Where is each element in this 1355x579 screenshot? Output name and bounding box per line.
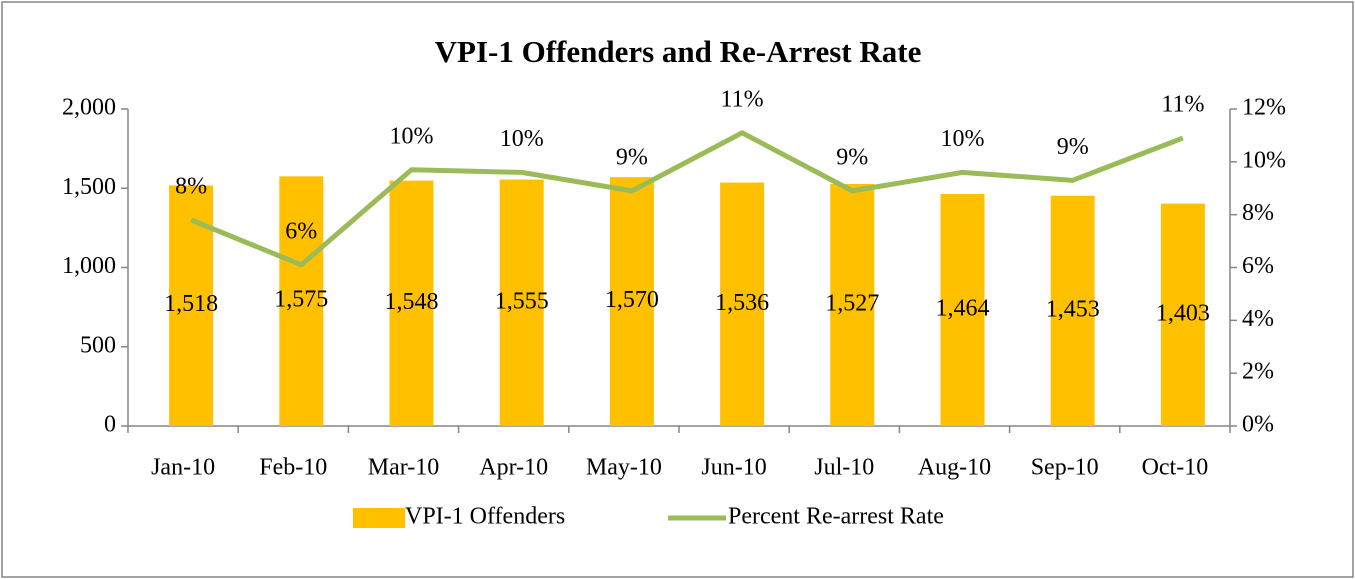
y2-tick-label: 10% bbox=[1242, 147, 1286, 173]
line bbox=[190, 130, 1184, 268]
bar bbox=[389, 180, 434, 426]
legend-label: Percent Re-arrest Rate bbox=[728, 504, 944, 530]
line-value-label: 8% bbox=[175, 173, 207, 199]
y2-tick-label: 8% bbox=[1242, 200, 1274, 226]
bar bbox=[720, 182, 765, 426]
x-tick-label: Sep-10 bbox=[1031, 455, 1099, 481]
bar bbox=[499, 179, 544, 426]
x-tick-label: Jul-10 bbox=[814, 455, 874, 481]
bar-value-label: 1,527 bbox=[825, 290, 879, 316]
chart-title: VPI-1 Offenders and Re-Arrest Rate bbox=[435, 34, 922, 69]
x-tick-label: Feb-10 bbox=[259, 455, 327, 481]
x-tick-label: Mar-10 bbox=[368, 455, 440, 481]
bar bbox=[279, 176, 324, 426]
x-tick-label: Aug-10 bbox=[918, 455, 991, 481]
y2-tick-label: 2% bbox=[1242, 359, 1274, 385]
y-tick-label: 2,000 bbox=[62, 95, 116, 121]
line-value-label: 9% bbox=[1057, 134, 1089, 160]
line-value-label: 10% bbox=[941, 126, 985, 152]
bar-value-label: 1,570 bbox=[605, 287, 659, 313]
x-tick-label: Apr-10 bbox=[479, 455, 548, 481]
x-tick-label: Oct-10 bbox=[1142, 455, 1209, 481]
line-value-label: 11% bbox=[1161, 92, 1204, 118]
y-tick-label: 0 bbox=[104, 412, 116, 438]
x-tick-label: Jan-10 bbox=[151, 455, 215, 481]
y-tick-label: 500 bbox=[80, 332, 116, 358]
legend-swatch bbox=[353, 508, 405, 528]
line-value-label: 6% bbox=[285, 218, 317, 244]
legend-label: VPI-1 Offenders bbox=[405, 504, 565, 530]
bar bbox=[940, 193, 985, 426]
y-tick-label: 1,000 bbox=[62, 253, 116, 279]
bar bbox=[1050, 195, 1095, 426]
y2-tick-label: 4% bbox=[1242, 306, 1274, 332]
bar-value-label: 1,453 bbox=[1046, 296, 1100, 322]
line-value-label: 9% bbox=[836, 144, 868, 170]
y2-tick-label: 6% bbox=[1242, 253, 1274, 279]
line-value-label: 10% bbox=[500, 126, 544, 152]
line-value-label: 9% bbox=[616, 144, 648, 170]
bar-value-label: 1,555 bbox=[495, 288, 549, 314]
bar bbox=[1160, 203, 1205, 426]
bar-value-label: 1,464 bbox=[936, 295, 990, 321]
y2-tick-label: 0% bbox=[1242, 412, 1274, 438]
bar-value-label: 1,403 bbox=[1156, 300, 1210, 326]
line-value-label: 11% bbox=[721, 86, 764, 112]
y-tick-label: 1,500 bbox=[62, 174, 116, 200]
bar-value-label: 1,575 bbox=[274, 287, 328, 313]
y2-tick-label: 12% bbox=[1242, 95, 1286, 121]
bar-value-label: 1,548 bbox=[385, 289, 439, 315]
x-tick-label: Jun-10 bbox=[701, 455, 766, 481]
bar-value-label: 1,536 bbox=[715, 290, 769, 316]
line-value-label: 10% bbox=[390, 123, 434, 149]
bar bbox=[830, 183, 875, 426]
bar bbox=[609, 177, 654, 426]
x-tick-label: May-10 bbox=[586, 455, 662, 481]
bar-value-label: 1,518 bbox=[164, 291, 218, 317]
